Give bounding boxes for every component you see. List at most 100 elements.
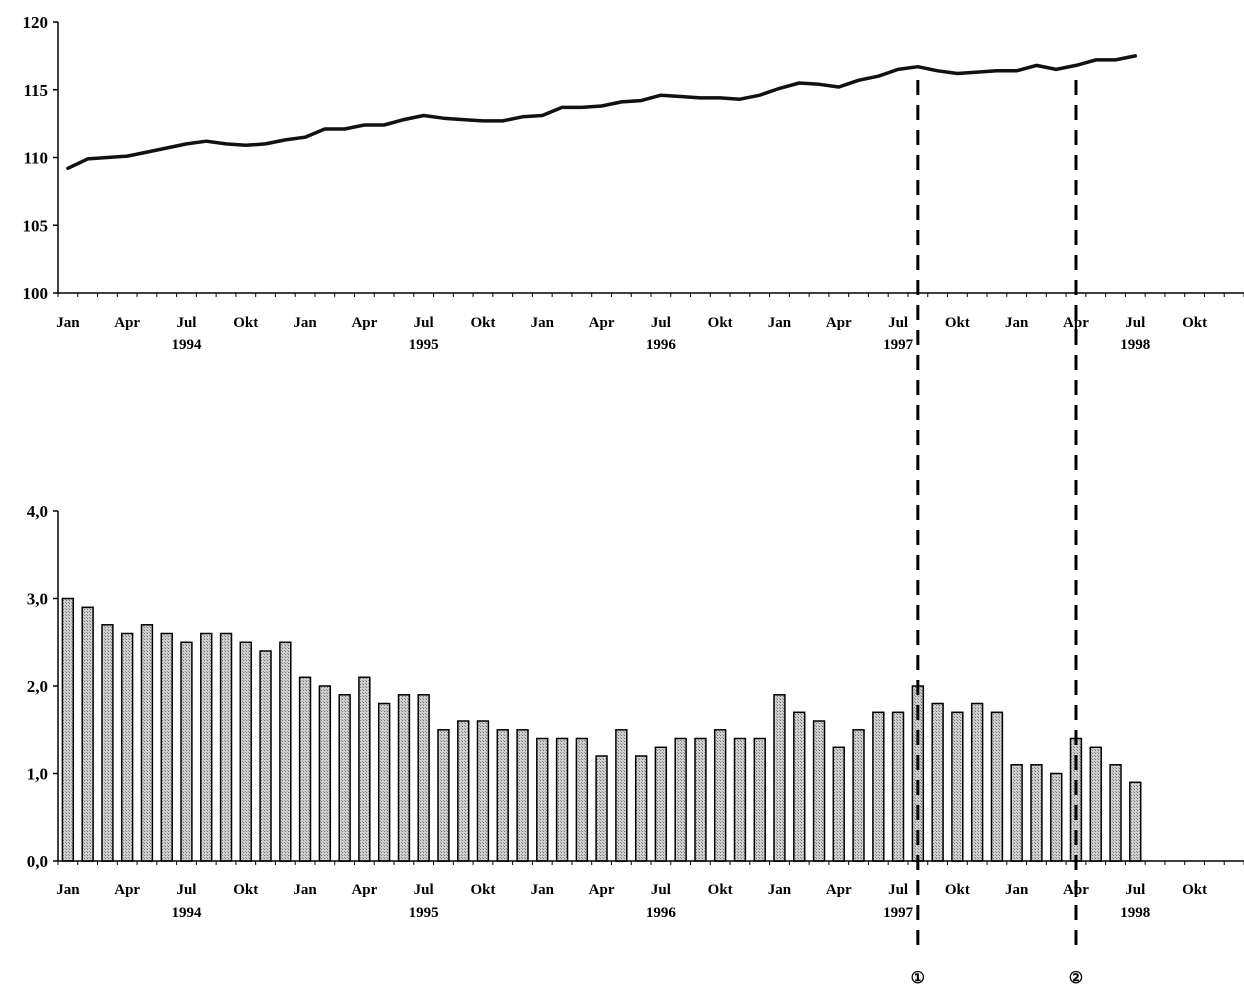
- bar-y-tick-label: 2,0: [27, 677, 48, 696]
- bar: [1089, 746, 1102, 862]
- bar: [555, 737, 569, 862]
- line-x-tick-label: Jul: [1125, 315, 1145, 331]
- bar: [338, 694, 351, 862]
- line-x-tick-label: Apr: [114, 315, 140, 331]
- bar: [1050, 772, 1063, 862]
- bar-x-tick-label: Okt: [708, 882, 733, 898]
- line-x-tick-label: Okt: [1182, 315, 1207, 331]
- bar: [437, 729, 450, 862]
- bar: [615, 729, 628, 862]
- line-y-tick-label: 105: [23, 216, 49, 235]
- bar-x-tick-label: Okt: [945, 882, 970, 898]
- line-y-tick-label: 100: [23, 284, 49, 303]
- bar: [595, 755, 608, 862]
- bar: [61, 597, 75, 862]
- line-x-tick-label: Okt: [708, 315, 733, 331]
- line-x-year-label: 1998: [1120, 337, 1150, 353]
- bar: [298, 676, 312, 862]
- bar: [773, 694, 786, 862]
- bar-x-tick-label: Jul: [414, 882, 434, 898]
- bar-y-tick-label: 3,0: [27, 590, 48, 609]
- bar-x-tick-label: Jul: [651, 882, 671, 898]
- line-x-tick-label: Jul: [651, 315, 671, 331]
- bar: [180, 641, 193, 862]
- bar: [200, 632, 213, 862]
- bar: [516, 729, 529, 862]
- bar: [397, 694, 411, 862]
- bar-x-tick-label: Jan: [56, 882, 80, 898]
- line-x-tick-label: Apr: [589, 315, 615, 331]
- line-x-tick-label: Jan: [293, 315, 317, 331]
- bar: [654, 746, 668, 862]
- line-x-tick-label: Jan: [531, 315, 555, 331]
- bar: [318, 685, 332, 862]
- line-x-tick-label: Okt: [945, 315, 970, 331]
- bar: [496, 729, 509, 862]
- bar-x-tick-label: Okt: [470, 882, 495, 898]
- bar-x-tick-label: Apr: [826, 882, 852, 898]
- bar-x-tick-label: Jul: [176, 882, 196, 898]
- bar-x-tick-label: Apr: [351, 882, 377, 898]
- bar-x-year-label: 1994: [171, 905, 202, 921]
- bar: [536, 737, 549, 862]
- bar-y-tick-label: 4,0: [27, 502, 48, 521]
- line-y-tick-label: 115: [23, 81, 48, 100]
- bar: [140, 624, 154, 862]
- bar: [713, 729, 727, 862]
- bar-x-tick-label: Jan: [531, 882, 555, 898]
- index-line-chart: 100 105 110 115 120 Jan Apr Jul Okt Jan Apr Jul Okt J…: [23, 13, 1244, 353]
- bar: [259, 650, 272, 862]
- change-bar-chart: 0,0 1,0 2,0 3,0 4,0 Jan Apr Jul Okt Jan Apr Jul Okt J…: [27, 502, 1244, 921]
- line-x-year-label: 1995: [409, 337, 439, 353]
- line-x-year-label: 1996: [646, 337, 677, 353]
- bar: [279, 641, 292, 862]
- bar: [931, 702, 944, 862]
- bar: [1109, 764, 1122, 862]
- bar: [793, 711, 806, 862]
- bar: [674, 737, 687, 862]
- line-x-tick-label: Jul: [414, 315, 434, 331]
- bar-y-tick-label: 1,0: [27, 765, 48, 784]
- bar-x-year-label: 1998: [1120, 905, 1150, 921]
- bar: [575, 737, 589, 862]
- line-series: [66, 54, 1138, 171]
- line-y-tick-label: 120: [23, 13, 49, 32]
- bar: [733, 737, 747, 862]
- bar: [753, 737, 766, 862]
- bar: [1129, 781, 1142, 862]
- bar-x-tick-label: Okt: [233, 882, 258, 898]
- bar-x-tick-label: Okt: [1182, 882, 1207, 898]
- bar-x-year-label: 1996: [646, 905, 677, 921]
- bar: [891, 711, 905, 862]
- bar: [239, 641, 252, 862]
- bar: [457, 720, 470, 862]
- line-x-tick-label: Okt: [470, 315, 495, 331]
- bar: [377, 702, 391, 862]
- bar: [634, 755, 648, 862]
- bar: [476, 720, 490, 862]
- line-x-tick-label: Okt: [233, 315, 258, 331]
- line-x-tick-label: Apr: [826, 315, 852, 331]
- bar-x-tick-label: Jul: [1125, 882, 1145, 898]
- bar-x-year-label: 1995: [409, 905, 439, 921]
- bar: [81, 606, 94, 862]
- bar: [812, 720, 826, 862]
- marker-label: ①: [911, 970, 925, 987]
- line-x-tick-label: Jul: [888, 315, 908, 331]
- bar: [417, 694, 430, 862]
- line-x-tick-label: Jan: [56, 315, 80, 331]
- line-x-year-label: 1994: [171, 337, 202, 353]
- bar: [1030, 764, 1043, 862]
- line-x-tick-label: Jan: [1005, 315, 1029, 331]
- bar: [832, 746, 845, 862]
- line-y-tick-label: 110: [23, 149, 48, 168]
- bar-x-tick-label: Apr: [589, 882, 615, 898]
- bar: [120, 632, 134, 862]
- marker-label: ②: [1069, 970, 1083, 987]
- bar: [101, 624, 114, 862]
- bar: [219, 632, 233, 862]
- line-x-tick-label: Jan: [768, 315, 792, 331]
- line-x-tick-label: Jul: [176, 315, 196, 331]
